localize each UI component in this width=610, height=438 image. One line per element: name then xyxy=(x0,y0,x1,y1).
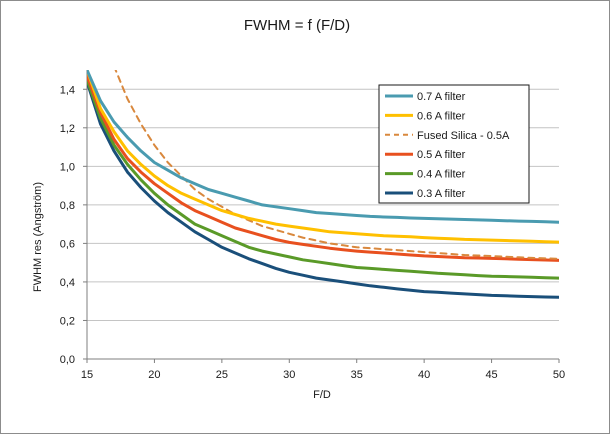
y-tick-label: 0,8 xyxy=(60,200,75,212)
axis-layer: 0,0 0,2 0,4 0,6 0,8 1,0 1,2 1,4 15 20 25 30 35 40 45 50 xyxy=(60,70,565,381)
y-axis-label: FWHM res (Angström) xyxy=(32,182,44,292)
legend: 0.7 A filter 0.6 A filter Fused Silica - 0… xyxy=(378,84,530,204)
series-layer xyxy=(87,70,559,299)
y-tick-label: 0,2 xyxy=(60,315,75,327)
y-tick-label: 0,4 xyxy=(60,277,75,289)
x-tick-label: 25 xyxy=(216,369,228,381)
x-tick-label: 35 xyxy=(351,369,363,381)
y-tick-label: 0,0 xyxy=(60,354,75,366)
x-tick-label: 45 xyxy=(485,369,497,381)
legend-label-0-7-a-filter: 0.7 A filter xyxy=(417,91,466,103)
series-line-0-7-a-filter xyxy=(87,70,559,224)
series-line-0-5-a-filter xyxy=(87,74,559,262)
series-line-fused-silica-0-5a xyxy=(114,70,559,260)
legend-label-0-6-a-filter: 0.6 A filter xyxy=(417,110,466,122)
series-line-0-3-a-filter xyxy=(87,80,559,299)
x-tick-label: 20 xyxy=(148,369,160,381)
y-tick-label: 0,6 xyxy=(60,238,75,250)
x-tick-label: 40 xyxy=(418,369,430,381)
x-tick-label: 15 xyxy=(81,369,93,381)
legend-label-0-3-a-filter: 0.3 A filter xyxy=(417,188,466,200)
x-axis-label: F/D xyxy=(313,389,331,401)
x-tick-label: 30 xyxy=(283,369,295,381)
chart-title: FWHM = f (F/D) xyxy=(244,17,350,34)
legend-label-fused-silica-0-5a: Fused Silica - 0.5A xyxy=(417,130,510,142)
y-tick-label: 1,2 xyxy=(60,123,75,135)
legend-box xyxy=(378,84,530,204)
legend-label-0-4-a-filter: 0.4 A filter xyxy=(417,169,466,181)
series-line-0-6-a-filter xyxy=(87,70,559,244)
series-line-0-4-a-filter xyxy=(87,78,559,280)
legend-label-0-5-a-filter: 0.5 A filter xyxy=(417,149,466,161)
y-tick-label: 1,0 xyxy=(60,161,75,173)
y-tick-label: 1,4 xyxy=(60,84,75,96)
x-tick-label: 50 xyxy=(553,369,565,381)
